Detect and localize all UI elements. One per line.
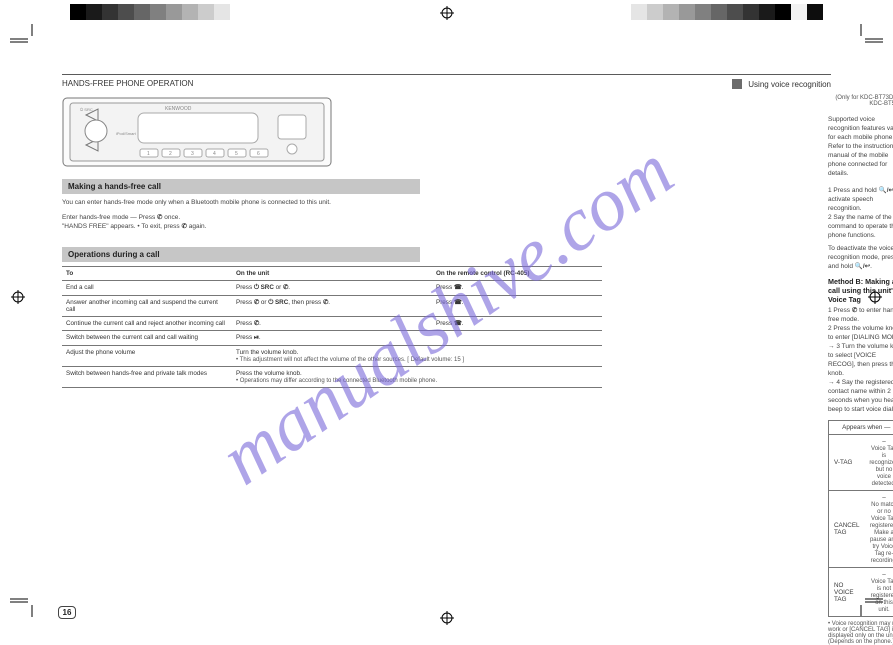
svg-text:2: 2	[169, 151, 172, 157]
square-bullet-icon	[732, 79, 742, 89]
making-body2-prefix: Enter hands-free mode — Press	[62, 214, 155, 221]
table-row: V-TAG–Voice Tag is recognized but no voi…	[829, 435, 893, 491]
step2: 2 Say the name of the command to operate…	[828, 213, 893, 240]
column-mid	[620, 95, 810, 645]
phone-icon: ✆	[323, 299, 328, 306]
phone-down-icon: ☎	[454, 299, 462, 306]
swatch	[134, 4, 150, 20]
page-number: 16	[58, 606, 76, 619]
table-row: Switch between the current call and call…	[62, 331, 602, 346]
phone-icon: ✆	[254, 320, 259, 327]
step-b4: → 4 Say the registered contact name with…	[828, 378, 893, 414]
table-row: Switch between hands-free and private ta…	[62, 367, 602, 388]
svg-text:4: 4	[213, 151, 216, 157]
page-body: HANDS-FREE PHONE OPERATION Using voice r…	[62, 74, 831, 585]
vr-note: Supported voice recognition features var…	[828, 115, 893, 178]
rule	[62, 74, 831, 75]
header-right-text: Using voice recognition	[748, 80, 831, 89]
search-return-icon: 🔍/↩	[855, 263, 870, 270]
column-left: KENWOOD 1 2 3 4 5 6 ⏻ SRC iPod/Smart Mak…	[62, 95, 602, 645]
step-b2: 2 Press the volume knob to enter [DIALIN…	[828, 324, 893, 342]
swatch	[711, 4, 727, 20]
swatch	[166, 4, 182, 20]
swatch	[70, 4, 86, 20]
car-stereo-illustration: KENWOOD 1 2 3 4 5 6 ⏻ SRC iPod/Smart	[62, 97, 332, 167]
swatch	[150, 4, 166, 20]
svg-text:6: 6	[257, 151, 260, 157]
voice-tag-table: Appears when — V-TAG–Voice Tag is recogn…	[828, 420, 893, 617]
step-b3: → 3 Turn the volume knob to select [VOIC…	[828, 342, 893, 378]
svg-text:KENWOOD: KENWOOD	[165, 106, 192, 112]
making-body2-suffix: once.	[164, 214, 180, 221]
th-remote: On the remote control (RC-405)	[432, 267, 602, 281]
swatch	[198, 4, 214, 20]
phone-icon: ✆	[254, 299, 259, 306]
deactivate: To deactivate the voice recognition mode…	[828, 244, 893, 271]
header-right-sub: (Only for KDC-BT73DAB / KDC-BT53U)	[828, 95, 893, 107]
phone-icon: ✆	[852, 307, 857, 314]
th-to: To	[62, 267, 232, 281]
print-swatches-right	[631, 4, 823, 20]
table-row: Adjust the phone volume Turn the volume …	[62, 346, 602, 367]
svg-text:1: 1	[147, 151, 150, 157]
phone-down-icon: ☎	[454, 320, 462, 327]
making-body2-exit: "HANDS FREE" appears. • To exit, press	[62, 223, 180, 230]
swatch	[647, 4, 663, 20]
swatch	[727, 4, 743, 20]
vt-footnote: • Voice recognition may not work or [CAN…	[828, 621, 893, 645]
making-body1: You can enter hands-free mode only when …	[62, 198, 602, 207]
crop-mark-icon	[10, 595, 38, 617]
swatch	[182, 4, 198, 20]
header-left: HANDS-FREE PHONE OPERATION	[62, 79, 193, 89]
section-bar-operations: Operations during a call	[62, 247, 420, 262]
phone-icon: ✆	[283, 284, 288, 291]
step1: 1 Press and hold 🔍/↩ to activate speech …	[828, 186, 893, 213]
swatch	[807, 4, 823, 20]
swatch	[663, 4, 679, 20]
power-src-icon: ⏻ SRC	[254, 284, 274, 291]
section-bar-making: Making a hands-free call	[62, 179, 420, 194]
swatch	[86, 4, 102, 20]
column-right: (Only for KDC-BT73DAB / KDC-BT53U) Suppo…	[828, 95, 893, 645]
subhead-b: Method B: Making a call using this unit'…	[828, 277, 893, 304]
th-unit: On the unit	[232, 267, 432, 281]
operations-table: To On the unit On the remote control (RC…	[62, 266, 602, 388]
page-header: HANDS-FREE PHONE OPERATION Using voice r…	[62, 79, 831, 89]
making-body2-exit-suffix: again.	[189, 223, 207, 230]
swatch	[743, 4, 759, 20]
registration-mark-icon	[440, 6, 454, 20]
vt-head: Appears when —	[829, 421, 893, 435]
crop-mark-icon	[10, 24, 38, 46]
swatch	[214, 4, 230, 20]
table-row: NO VOICE TAG–Voice Tag is not registered…	[829, 568, 893, 617]
power-src-icon: ⏻ SRC	[268, 299, 288, 306]
swatch	[102, 4, 118, 20]
swatch	[775, 4, 791, 20]
svg-text:⏻ SRC: ⏻ SRC	[80, 107, 93, 112]
registration-mark-icon	[8, 290, 28, 304]
svg-text:3: 3	[191, 151, 194, 157]
header-right: Using voice recognition	[732, 79, 831, 89]
swatch	[791, 4, 807, 20]
table-row: Answer another incoming call and suspend…	[62, 296, 602, 317]
svg-text:iPod/Smart: iPod/Smart	[116, 131, 137, 136]
phone-down-icon: ☎	[454, 284, 462, 291]
table-row: Continue the current call and reject ano…	[62, 317, 602, 331]
swatch	[631, 4, 647, 20]
table-row: End a call Press ⏻ SRC or ✆. Press ☎.	[62, 281, 602, 296]
swatch	[759, 4, 775, 20]
swatch	[679, 4, 695, 20]
making-body2: Enter hands-free mode — Press ✆ once. "H…	[62, 213, 602, 231]
crop-mark-icon	[855, 24, 883, 46]
play-pause-icon: ⏯	[254, 334, 259, 341]
svg-text:5: 5	[235, 151, 238, 157]
search-return-icon: 🔍/↩	[879, 187, 893, 194]
table-row: CANCEL TAG–No match or no Voice Tag regi…	[829, 491, 893, 568]
print-swatches-left	[70, 4, 230, 20]
swatch	[118, 4, 134, 20]
swatch	[695, 4, 711, 20]
phone-icon: ✆	[182, 223, 189, 230]
step-b1: 1 Press ✆ to enter hands-free mode.	[828, 306, 893, 324]
